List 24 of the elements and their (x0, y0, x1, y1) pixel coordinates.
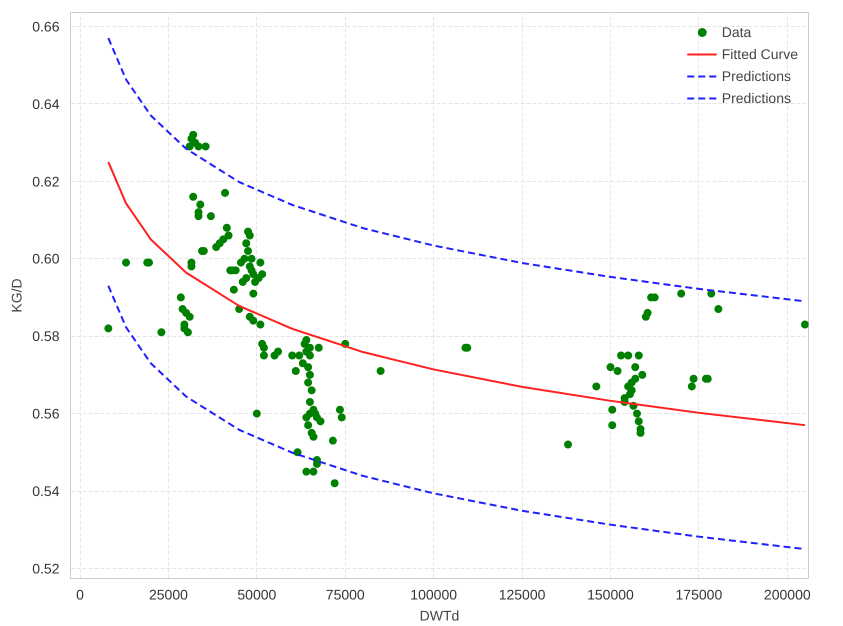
y-tick-label: 0.54 (32, 483, 60, 500)
y-tick-label: 0.62 (32, 173, 60, 190)
x-tick-label: 175000 (676, 586, 722, 602)
y-tick-label: 0.64 (32, 96, 60, 112)
y-tick-label: 0.58 (32, 328, 60, 344)
x-tick-label: 25000 (148, 586, 188, 602)
x-tick-label: 100000 (410, 586, 458, 602)
y-tick-label: 0.56 (32, 406, 60, 422)
legend-label: Predictions (722, 90, 792, 106)
x-tick-label: 50000 (237, 586, 277, 602)
y-tick-label: 0.66 (32, 18, 60, 34)
y-tick-label: 0.60 (32, 250, 60, 267)
x-axis-title: DWTd (420, 608, 460, 624)
x-tick-label: 125000 (498, 586, 546, 602)
legend-label: Fitted Curve (722, 46, 798, 62)
line-series (107, 160, 806, 426)
legend-label: Data (722, 24, 752, 40)
y-axis-title: KG/D (8, 278, 24, 313)
x-tick-label: 200000 (764, 586, 811, 602)
x-tick-label: 0 (76, 586, 84, 602)
legend-label: Predictions (722, 68, 792, 84)
y-tick-label: 0.52 (32, 560, 60, 576)
x-tick-label: 150000 (587, 586, 634, 602)
x-tick-label: 75000 (326, 586, 365, 602)
